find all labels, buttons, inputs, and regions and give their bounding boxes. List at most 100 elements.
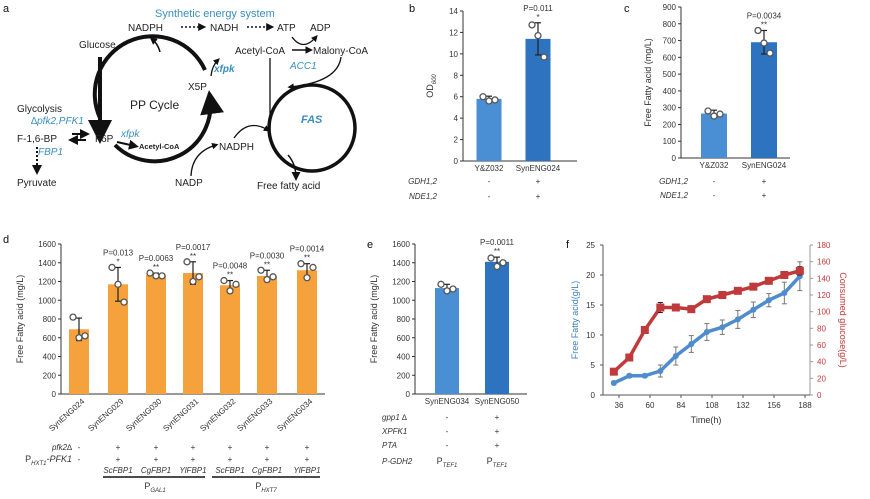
condition-value: + xyxy=(495,413,500,422)
condition-label: pfk2∆ xyxy=(51,443,72,452)
condition-value: + xyxy=(154,455,159,464)
left-y-tick-label: 20 xyxy=(586,271,595,280)
x-tick-label: SynENG024 xyxy=(47,396,86,433)
y-tick-label: 0 xyxy=(406,390,411,399)
p-value-label: P=0.0017 xyxy=(176,243,211,252)
y-tick-label: 600 xyxy=(663,53,677,62)
condition-value: - xyxy=(78,455,81,464)
p-value-label: P=0.0034 xyxy=(747,11,782,20)
condition-label: P-GDH2 xyxy=(382,457,413,466)
y-tick-label: 8 xyxy=(454,71,459,80)
condition-value: + xyxy=(536,177,541,186)
panel-label-a: a xyxy=(3,3,10,15)
nadph-fas-arrow xyxy=(233,124,271,139)
y-tick-label: 0 xyxy=(454,157,459,166)
data-point-circle xyxy=(765,297,772,304)
right-y-tick-label: 160 xyxy=(817,258,831,267)
x-tick-label: 188 xyxy=(798,401,812,410)
free-fatty-acid: Free fatty acid xyxy=(257,181,320,192)
y-tick-label: 600 xyxy=(43,334,57,343)
condition-value: + xyxy=(265,443,270,452)
y-tick-label: 1600 xyxy=(38,240,56,249)
data-point xyxy=(120,298,128,306)
data-point-circle xyxy=(688,341,695,347)
x-tick-label: Y&Z032 xyxy=(700,161,729,170)
significance-marker: ** xyxy=(494,247,500,256)
bar-SynENG024 xyxy=(69,329,89,394)
x-tick-label: SynENG033 xyxy=(235,396,274,433)
data-point-square xyxy=(625,353,634,362)
y-tick-label: 700 xyxy=(663,37,677,46)
data-point-circle xyxy=(719,324,726,331)
bar-chart-e: 0 200 400 600 800 1000 1200 1400 1600 Free Fatty … xyxy=(369,238,527,469)
data-point-circle xyxy=(750,306,757,313)
x5p: X5P xyxy=(188,82,207,93)
x-tick-label: SynENG034 xyxy=(425,397,470,406)
y-tick-label: 200 xyxy=(43,371,57,380)
nadph-mid: NADPH xyxy=(219,142,254,153)
data-point xyxy=(108,263,116,272)
bar-SynENG034 xyxy=(435,288,459,394)
bar-SynENG033 xyxy=(257,275,277,394)
promoter-group-label: PHXT7 xyxy=(255,481,277,494)
significance-marker: ** xyxy=(761,20,767,29)
right-y-tick-label: 20 xyxy=(817,374,826,383)
series-line-right xyxy=(612,269,801,373)
right-y-tick-label: 60 xyxy=(817,341,826,350)
xfpk-gene-top: xfpk xyxy=(213,64,235,75)
panel-label-b: b xyxy=(409,3,415,15)
bar-chart-b: 0 2 4 6 8 10 12 14 OD600 Y&Z032 *P=0.011 SynENG024 G… xyxy=(408,4,577,201)
y-tick-label: 400 xyxy=(397,353,411,362)
data-point xyxy=(220,276,228,285)
data-point xyxy=(263,275,271,284)
pfk-genes: ∆pfk2,PFK1 xyxy=(31,116,84,127)
pp-cycle-top-arc xyxy=(92,34,207,119)
data-point-square xyxy=(702,295,711,304)
y-tick-label: 300 xyxy=(663,104,677,113)
condition-value: + xyxy=(265,455,270,464)
significance-marker: ** xyxy=(153,263,159,272)
x-axis-label: Time(h) xyxy=(691,415,722,425)
x-tick-label: SynENG024 xyxy=(516,164,561,173)
y-tick-label: 1200 xyxy=(38,278,56,287)
x-tick-label: SynENG031 xyxy=(161,396,200,433)
data-point xyxy=(146,269,154,277)
bar-SynENG032 xyxy=(220,285,240,394)
xfpk-arrow xyxy=(210,58,220,77)
panel-label-d: d xyxy=(3,234,9,246)
condition-value: - xyxy=(713,177,716,186)
panel-label-e: e xyxy=(367,239,373,251)
pp-cycle-label: PP Cycle xyxy=(130,98,179,112)
promoter-group-label: PGAL1 xyxy=(144,481,165,494)
condition-value: + xyxy=(305,455,310,464)
p-value-label: P=0.011 xyxy=(523,4,553,13)
fbp-gene-label: YlFBP1 xyxy=(293,466,320,475)
data-point xyxy=(152,272,160,280)
y-tick-label: 900 xyxy=(663,3,677,12)
data-point-square xyxy=(795,266,804,275)
x-tick-label: SynENG034 xyxy=(275,396,314,433)
x-tick-label: SynENG050 xyxy=(475,397,520,406)
data-point xyxy=(449,285,457,293)
pp-cycle-bottom-arc xyxy=(113,90,224,164)
fbp-gene-label: ScFBP1 xyxy=(103,466,132,475)
y-tick-label: 500 xyxy=(663,70,677,79)
y-tick-label: 1400 xyxy=(392,259,410,268)
left-y-tick-label: 10 xyxy=(586,331,595,340)
significance-marker: * xyxy=(536,13,539,22)
condition-label: NDE1,2 xyxy=(660,191,689,200)
x-tick-label: 108 xyxy=(705,401,719,410)
left-y-tick-label: 0 xyxy=(591,391,596,400)
right-y-tick-label: 100 xyxy=(817,308,831,317)
data-point xyxy=(309,263,317,272)
y-tick-label: 100 xyxy=(663,137,677,146)
data-point-square xyxy=(733,286,742,295)
data-point xyxy=(195,273,203,281)
y-tick-label: 600 xyxy=(397,334,411,343)
data-point xyxy=(479,93,487,101)
bar-chart-c: 0 100 200 300 400 500 600 700 800 900 Free Fatty a… xyxy=(643,3,790,200)
data-point xyxy=(81,332,89,340)
condition-value: + xyxy=(495,427,500,436)
bar-Y&Z032 xyxy=(701,113,727,158)
fas-cycle xyxy=(267,83,357,173)
